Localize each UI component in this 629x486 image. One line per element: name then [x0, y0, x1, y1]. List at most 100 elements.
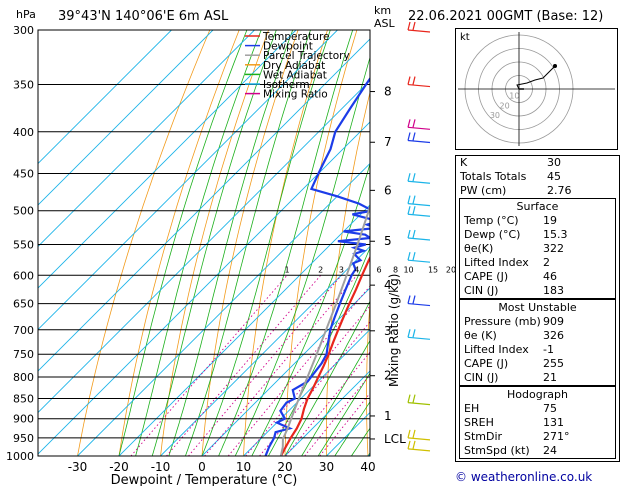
pressure-tick-label: 650: [13, 298, 34, 311]
wind-barb: [407, 448, 431, 452]
wind-barb: [407, 336, 431, 340]
temperature-tick-label: 40: [360, 460, 375, 474]
wind-barb: [412, 440, 416, 449]
mixing-ratio-tick-label: 3: [339, 265, 344, 274]
datetime-label: 22.06.2021 00GMT (Base: 12): [408, 9, 603, 24]
pw-label: PW (cm): [460, 184, 507, 197]
wind-barb: [412, 195, 416, 204]
isotherm-line: [38, 30, 214, 206]
surface-box: Surface Temp (°C) 19 Dewp (°C) 15.3 θe(K) 3…: [459, 198, 616, 299]
location-label: 39°43'N 140°06'E 6m ASL: [58, 9, 229, 24]
surface-title: Surface: [516, 200, 559, 213]
mixing-ratio-tick-label: 10: [403, 265, 413, 274]
mixing-ratio-tick-label: 1: [285, 265, 290, 274]
isotherm-line: [201, 287, 370, 456]
wind-barb: [407, 180, 431, 184]
km-tick-label: 3: [384, 324, 392, 338]
wind-barb: [412, 394, 416, 403]
indices-table: K 30 Totals Totals 45 PW (cm) 2.76 Surface …: [455, 155, 620, 462]
sreh-label: SREH: [464, 416, 494, 429]
wind-barb: [407, 437, 431, 441]
isotherm-line: [77, 162, 370, 456]
wind-barb: [412, 229, 416, 239]
sfc-dewp-label: Dewp (°C): [464, 228, 521, 241]
temperature-tick-label: 30: [319, 460, 334, 474]
pressure-tick-label: 350: [13, 79, 34, 92]
wind-barb: [412, 132, 416, 141]
stmspd-value: 24: [543, 444, 557, 457]
isotherm-line: [38, 79, 370, 414]
mixing-ratio-tick-label: 15: [428, 265, 438, 274]
pressure-tick-label: 850: [13, 392, 34, 405]
wet-adiabat-line: [135, 30, 262, 456]
isotherm-line: [38, 30, 172, 165]
wet-adiabat-line: [301, 339, 370, 456]
km-tick-label: 1: [384, 409, 392, 423]
mu-pressure-label: Pressure (mb): [464, 315, 541, 328]
hodograph-end-marker: [553, 64, 557, 68]
pressure-tick-label: 700: [13, 324, 34, 337]
km-label: km: [374, 4, 391, 17]
mu-cin-value: 21: [543, 371, 557, 384]
isotherm-line: [38, 30, 297, 289]
sfc-cape-value: 46: [543, 270, 557, 283]
pw-value: 2.76: [547, 184, 572, 197]
hodograph-box: Hodograph EH 75 SREH 131 StmDir 271° StmSpd…: [459, 386, 616, 459]
asl-label: ASL: [374, 17, 396, 30]
mu-cin-label: CIN (J): [464, 371, 499, 384]
sfc-dewp-value: 15.3: [543, 228, 568, 241]
km-tick-label: 8: [384, 85, 392, 99]
temperature-tick-label: 0: [198, 460, 206, 474]
isotherm-line: [284, 370, 370, 456]
wind-barb: [407, 202, 431, 207]
wind-barb: [407, 76, 411, 85]
legend-label: Dry Adiabat: [263, 60, 325, 72]
stmdir-value: 271°: [543, 430, 570, 443]
pressure-tick-label: 600: [13, 269, 34, 282]
k-value: 30: [547, 156, 561, 169]
tt-value: 45: [547, 170, 561, 183]
legend-label: Mixing Ratio: [263, 89, 328, 101]
mixing-ratio-axis-label: Mixing Ratio (g/kg): [387, 274, 401, 387]
km-tick-label: 2: [384, 369, 392, 383]
hodograph-ring-label: 30: [490, 111, 500, 120]
mixing-ratio-tick-label: 2: [318, 265, 323, 274]
legend-label: Isotherm: [263, 79, 310, 91]
sfc-li-value: 2: [543, 256, 550, 269]
mu-thetae-label: θe (K): [464, 329, 497, 342]
hodograph-ring-label: 20: [500, 101, 510, 110]
legend-label: Temperature: [262, 31, 330, 43]
pressure-tick-label: 550: [13, 238, 34, 251]
km-tick-label: 7: [384, 135, 392, 149]
hodograph-kt-label: kt: [460, 32, 470, 43]
mu-li-value: -1: [543, 343, 554, 356]
pressure-tick-label: 950: [13, 432, 34, 445]
pressure-tick-label: 750: [13, 348, 34, 361]
stmspd-label: StmSpd (kt): [464, 444, 530, 457]
wind-barb: [407, 429, 411, 438]
wind-barb: [407, 29, 431, 33]
pressure-tick-label: 1000: [6, 450, 34, 463]
wind-barb: [407, 139, 431, 144]
dewpoint-line: [264, 76, 370, 456]
k-label: K: [460, 156, 468, 169]
wind-barb: [412, 173, 416, 182]
hodograph-ring-label: 10: [509, 92, 519, 101]
mu-li-label: Lifted Index: [464, 343, 529, 356]
isotherm-line: [38, 30, 338, 331]
wind-barb: [412, 329, 416, 338]
x-axis-label: Dewpoint / Temperature (°C): [111, 473, 298, 486]
hodo-title: Hodograph: [507, 388, 568, 401]
isotherm-line: [38, 38, 370, 372]
eh-value: 75: [543, 402, 557, 415]
temperature-tick-label: 10: [236, 460, 251, 474]
wet-adiabat-line: [334, 401, 370, 456]
wind-barb: [412, 429, 416, 438]
wind-barb: [407, 252, 411, 261]
pressure-tick-label: 800: [13, 371, 34, 384]
mu-cape-label: CAPE (J): [464, 357, 509, 370]
wind-barb: [412, 295, 416, 304]
temperature-tick-label: -10: [151, 460, 171, 474]
pressure-tick-label: 450: [13, 167, 34, 180]
